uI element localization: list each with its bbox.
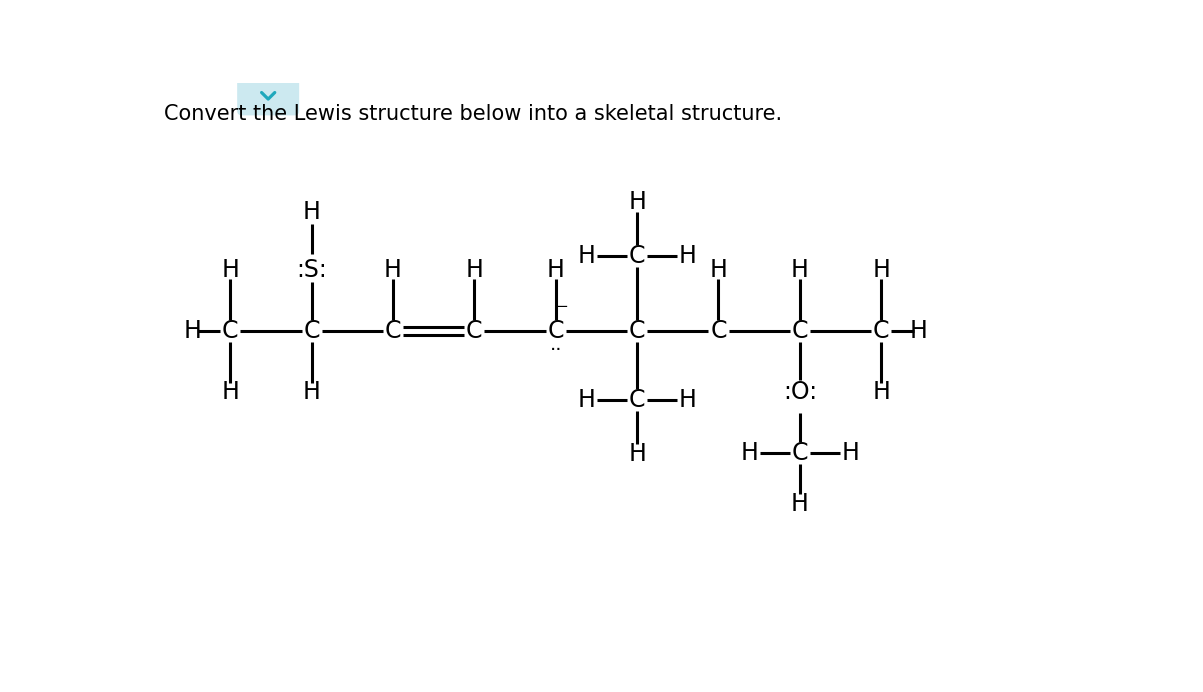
Text: H: H — [303, 380, 320, 404]
Text: H: H — [184, 319, 202, 343]
Text: C: C — [629, 244, 645, 268]
Text: C: C — [547, 319, 564, 343]
Text: H: H — [678, 244, 697, 268]
Text: C: C — [629, 388, 645, 412]
Text: H: H — [221, 258, 239, 282]
Text: H: H — [303, 201, 320, 224]
Text: H: H — [628, 190, 646, 215]
Text: H: H — [466, 258, 484, 282]
Text: H: H — [678, 388, 697, 412]
Text: H: H — [790, 258, 808, 282]
Text: H: H — [577, 244, 595, 268]
Text: :O:: :O: — [783, 380, 817, 404]
FancyBboxPatch shape — [237, 77, 300, 116]
Text: C: C — [873, 319, 889, 343]
Text: C: C — [303, 319, 320, 343]
Text: C: C — [792, 441, 808, 465]
Text: H: H — [628, 442, 646, 466]
Text: C: C — [629, 319, 645, 343]
Text: H: H — [710, 258, 728, 282]
Text: H: H — [841, 441, 859, 465]
Text: H: H — [790, 492, 808, 516]
Text: H: H — [741, 441, 758, 465]
Text: H: H — [221, 380, 239, 404]
Text: C: C — [385, 319, 401, 343]
Text: :S:: :S: — [296, 258, 327, 282]
Text: H: H — [546, 258, 564, 282]
Text: H: H — [909, 319, 928, 343]
Text: Convert the Lewis structure below into a skeletal structure.: Convert the Lewis structure below into a… — [165, 104, 782, 124]
Text: C: C — [221, 319, 238, 343]
Text: C: C — [710, 319, 727, 343]
Text: H: H — [384, 258, 402, 282]
Text: H: H — [872, 258, 890, 282]
Text: H: H — [577, 388, 595, 412]
Text: C: C — [466, 319, 482, 343]
Text: H: H — [872, 380, 890, 404]
Text: ··: ·· — [550, 341, 562, 361]
Text: C: C — [792, 319, 808, 343]
Text: −: − — [556, 299, 568, 314]
